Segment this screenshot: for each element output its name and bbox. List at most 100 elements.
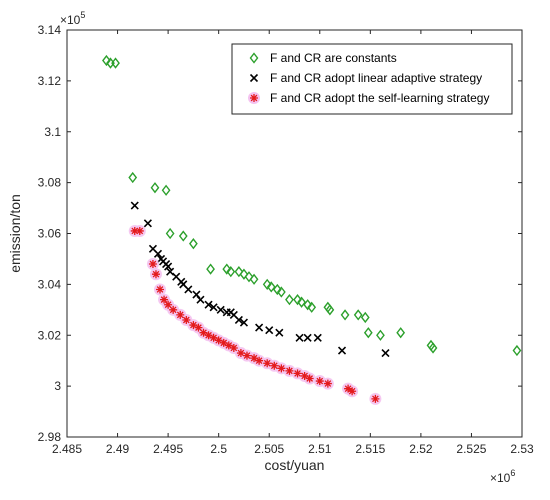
series-x bbox=[130, 201, 390, 358]
legend-label: F and CR adopt linear adaptive strategy bbox=[270, 71, 482, 85]
data-point-asterisk bbox=[160, 295, 169, 304]
data-point-diamond bbox=[303, 299, 313, 311]
data-point-asterisk bbox=[255, 356, 264, 365]
data-point-diamond bbox=[244, 271, 254, 283]
data-point-asterisk bbox=[242, 351, 251, 360]
data-point-asterisk bbox=[156, 285, 165, 294]
y-tick-label: 3.14 bbox=[38, 23, 62, 37]
data-point-diamond bbox=[178, 230, 188, 242]
y-tick-label: 3.02 bbox=[38, 328, 62, 342]
data-point-diamond bbox=[226, 266, 236, 278]
data-point-asterisk bbox=[300, 371, 309, 380]
data-point-diamond bbox=[189, 238, 198, 250]
data-point-asterisk bbox=[164, 300, 173, 309]
data-point-diamond bbox=[428, 342, 438, 354]
data-point-diamond bbox=[234, 266, 244, 278]
data-point-diamond bbox=[262, 278, 272, 291]
data-point-diamond bbox=[272, 283, 282, 296]
data-point-diamond bbox=[297, 296, 306, 308]
x-tick-label: 2.51 bbox=[308, 442, 332, 456]
data-point-diamond bbox=[102, 54, 111, 67]
x-tick-label: 2.52 bbox=[409, 442, 433, 456]
data-point-asterisk bbox=[250, 354, 259, 363]
x-tick-label: 2.495 bbox=[153, 442, 183, 456]
data-point-diamond bbox=[111, 57, 120, 69]
data-point-diamond bbox=[325, 304, 335, 316]
data-point-diamond bbox=[222, 263, 232, 275]
y-tick-label: 3.08 bbox=[38, 176, 62, 190]
data-point-x bbox=[313, 333, 322, 342]
data-point-diamond bbox=[161, 184, 171, 196]
data-point-asterisk bbox=[224, 341, 233, 350]
data-point-diamond bbox=[376, 329, 385, 341]
data-point-x bbox=[295, 333, 304, 342]
data-point-x bbox=[209, 303, 218, 312]
y-tick-label: 3.06 bbox=[38, 227, 62, 241]
data-point-asterisk bbox=[130, 226, 139, 235]
series-asterisk bbox=[128, 224, 382, 405]
y-axis-ticks: 2.98 3 3.02 3.04 3.06 3.08 3.1 3.12 3.14 bbox=[38, 23, 522, 444]
data-point-asterisk bbox=[270, 361, 279, 370]
y-tick-label: 3.1 bbox=[44, 125, 61, 139]
data-point-x bbox=[303, 333, 312, 342]
data-marks bbox=[102, 54, 522, 405]
x-tick-label: 2.49 bbox=[106, 442, 130, 456]
data-point-asterisk bbox=[182, 315, 191, 324]
legend-entry: F and CR adopt linear adaptive strategy bbox=[249, 71, 482, 85]
data-point-asterisk bbox=[148, 260, 157, 269]
data-point-x bbox=[153, 249, 163, 258]
legend-box bbox=[231, 43, 513, 115]
data-point-asterisk bbox=[263, 359, 272, 368]
x-axis-label: cost/yuan bbox=[265, 457, 325, 473]
x-tick-label: 2.5 bbox=[210, 442, 227, 456]
data-point-x bbox=[130, 201, 139, 210]
series-diamond bbox=[102, 54, 522, 357]
data-point-diamond bbox=[285, 293, 294, 306]
data-point-x bbox=[204, 300, 213, 309]
data-point-asterisk bbox=[323, 379, 332, 388]
x-axis-exponent: ×106 bbox=[490, 468, 515, 485]
legend-label: F and CR are constants bbox=[270, 51, 397, 65]
data-point-asterisk bbox=[199, 328, 208, 337]
data-point-x bbox=[184, 285, 193, 294]
data-point-asterisk bbox=[189, 321, 198, 330]
y-tick-label: 3.12 bbox=[38, 74, 62, 88]
data-point-diamond bbox=[360, 311, 370, 324]
legend-marker-diamond bbox=[249, 52, 259, 64]
x-tick-label: 2.525 bbox=[456, 442, 486, 456]
legend-entry: F and CR adopt the self-learning strateg… bbox=[248, 91, 489, 105]
data-point-asterisk bbox=[277, 364, 286, 373]
data-point-asterisk bbox=[315, 377, 324, 386]
legend-entries: F and CR are constants F and CR adopt lin… bbox=[248, 51, 489, 105]
x-axis-ticks: 2.485 2.49 2.495 2.5 2.505 2.51 2.515 2.52 2.525… bbox=[52, 30, 534, 456]
data-point-diamond bbox=[150, 182, 160, 194]
y-tick-label: 3 bbox=[54, 379, 61, 393]
legend-marker-asterisk bbox=[250, 94, 258, 102]
y-tick-label: 2.98 bbox=[38, 430, 62, 444]
x-tick-label: 2.515 bbox=[355, 442, 385, 456]
data-point-diamond bbox=[276, 286, 286, 298]
data-point-asterisk bbox=[348, 387, 357, 396]
data-point-x bbox=[216, 305, 225, 314]
data-point-x bbox=[143, 219, 152, 228]
data-point-x bbox=[265, 326, 274, 335]
data-point-diamond bbox=[266, 281, 276, 293]
data-point-asterisk bbox=[305, 374, 314, 383]
data-point-x bbox=[239, 318, 249, 327]
legend-entry: F and CR are constants bbox=[249, 51, 397, 65]
data-point-diamond bbox=[340, 309, 350, 321]
legend-marker-x bbox=[249, 73, 259, 83]
data-point-x bbox=[255, 323, 264, 332]
data-point-asterisk bbox=[229, 343, 238, 352]
data-point-asterisk bbox=[344, 384, 353, 393]
data-point-diamond bbox=[249, 273, 259, 285]
data-point-diamond bbox=[307, 301, 317, 313]
x-tick-label: 2.53 bbox=[510, 442, 534, 456]
data-point-diamond bbox=[396, 327, 406, 339]
data-point-x bbox=[196, 295, 205, 304]
data-point-asterisk bbox=[204, 331, 213, 340]
data-point-diamond bbox=[363, 327, 373, 339]
data-point-x bbox=[234, 315, 243, 325]
data-point-asterisk bbox=[194, 323, 203, 332]
